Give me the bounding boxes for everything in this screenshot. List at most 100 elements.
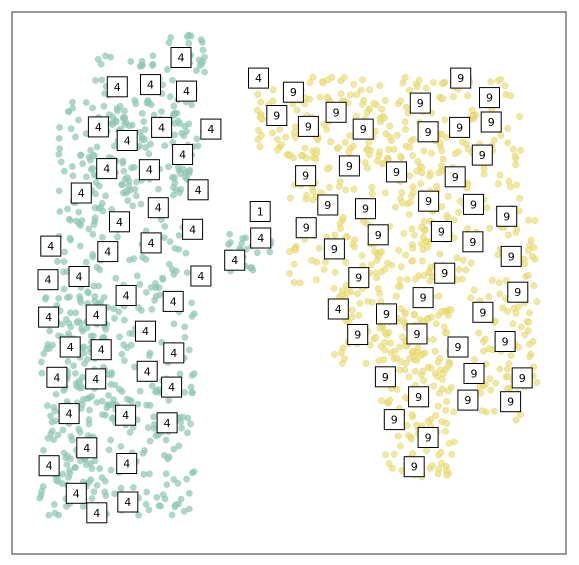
data-point-cluster-4: [119, 157, 127, 165]
data-point-cluster-4: [52, 476, 60, 484]
thumbnail-box: [323, 238, 345, 260]
data-point-cluster-9: [524, 327, 532, 335]
data-point-cluster-9: [454, 148, 462, 156]
data-point-cluster-4: [147, 140, 154, 148]
data-point-cluster-4: [176, 370, 184, 378]
data-point-cluster-4: [110, 305, 118, 313]
data-point-cluster-9: [293, 106, 301, 114]
data-point-cluster-9: [479, 407, 486, 415]
digit-thumbnail: 4: [68, 266, 90, 287]
data-point-cluster-4: [183, 33, 191, 40]
thumbnail-digit-label: 9: [355, 272, 362, 285]
thumbnail-digit-label: 9: [441, 267, 448, 280]
data-point-cluster-4: [141, 126, 149, 133]
data-point-cluster-9: [495, 279, 503, 287]
thumbnail-box: [224, 249, 246, 271]
data-point-cluster-4: [138, 57, 146, 65]
thumbnail-box: [406, 323, 428, 345]
data-point-cluster-4: [183, 429, 191, 437]
data-point-cluster-9: [291, 134, 299, 141]
data-point-cluster-9: [348, 313, 356, 321]
digit-thumbnail: 9: [295, 165, 317, 187]
data-point-cluster-4: [75, 425, 83, 433]
data-point-cluster-4: [162, 436, 170, 444]
data-point-cluster-9: [527, 236, 535, 244]
thumbnail-box: [85, 304, 107, 326]
data-point-cluster-4: [60, 167, 68, 175]
data-point-cluster-4: [190, 370, 198, 378]
data-point-cluster-9: [336, 178, 344, 186]
data-point-cluster-9: [297, 152, 305, 160]
data-point-cluster-4: [71, 463, 79, 471]
thumbnail-box: [447, 336, 469, 358]
data-point-cluster-4: [131, 186, 139, 193]
data-point-cluster-9: [469, 112, 476, 120]
data-point-cluster-4: [146, 437, 154, 445]
data-point-cluster-9: [350, 185, 358, 193]
data-point-cluster-9: [345, 148, 353, 156]
data-point-cluster-4: [120, 357, 128, 365]
data-point-cluster-4: [188, 312, 196, 320]
data-point-cluster-9: [380, 356, 388, 364]
thumbnail-digit-label: 9: [471, 368, 478, 381]
digit-thumbnail: 4: [96, 158, 118, 180]
data-point-cluster-4: [186, 166, 194, 174]
digit-thumbnail: 4: [182, 218, 204, 240]
thumbnail-digit-label: 1: [257, 206, 264, 219]
digit-thumbnail: 4: [147, 197, 169, 219]
thumbnail-digit-label: 4: [147, 79, 154, 92]
thumbnail-digit-label: 9: [302, 170, 309, 183]
data-point-cluster-4: [156, 291, 164, 299]
data-point-cluster-4: [183, 269, 191, 277]
data-point-cluster-4: [117, 443, 125, 450]
thumbnail-box: [187, 179, 209, 201]
thumbnail-digit-label: 4: [207, 123, 214, 136]
data-point-cluster-9: [420, 376, 428, 384]
thumbnail-digit-label: 4: [231, 254, 238, 267]
data-point-cluster-9: [512, 161, 520, 169]
data-point-cluster-9: [324, 76, 332, 84]
data-point-cluster-4: [266, 248, 274, 256]
data-point-cluster-4: [60, 258, 68, 266]
data-point-cluster-9: [443, 419, 451, 427]
data-point-cluster-9: [422, 237, 430, 245]
data-point-cluster-4: [190, 468, 198, 476]
data-point-cluster-4: [105, 446, 113, 454]
data-point-cluster-4: [60, 285, 68, 293]
data-point-cluster-9: [376, 82, 384, 90]
data-point-cluster-4: [98, 411, 106, 419]
data-point-cluster-4: [110, 396, 118, 404]
thumbnail-digit-label: 4: [335, 303, 342, 316]
data-point-cluster-4: [120, 341, 128, 349]
data-point-cluster-9: [445, 311, 453, 319]
data-point-cluster-9: [316, 93, 324, 101]
data-point-cluster-4: [67, 125, 75, 133]
data-point-cluster-4: [82, 258, 90, 266]
thumbnail-digit-label: 9: [470, 198, 477, 211]
data-point-cluster-4: [77, 319, 85, 327]
data-point-cluster-9: [420, 218, 428, 226]
digit-thumbnail: 4: [115, 404, 137, 426]
data-point-cluster-9: [301, 144, 309, 152]
data-point-cluster-9: [515, 303, 522, 311]
data-point-cluster-9: [350, 243, 358, 251]
data-point-cluster-9: [504, 139, 512, 147]
digit-thumbnail: 4: [116, 453, 138, 474]
data-point-cluster-9: [381, 338, 389, 346]
thumbnail-box: [176, 80, 197, 102]
data-point-cluster-9: [358, 252, 366, 260]
data-point-cluster-9: [439, 95, 447, 102]
data-point-cluster-4: [72, 309, 80, 317]
data-point-cluster-9: [342, 186, 350, 194]
digit-thumbnail: 9: [500, 245, 522, 267]
data-point-cluster-9: [481, 335, 489, 343]
thumbnail-digit-label: 4: [146, 164, 153, 177]
data-point-cluster-9: [517, 323, 525, 331]
data-point-cluster-9: [253, 106, 261, 114]
thumbnail-box: [109, 211, 130, 233]
data-point-cluster-9: [371, 247, 378, 255]
thumbnail-digit-label: 9: [425, 432, 432, 445]
data-point-cluster-9: [409, 244, 417, 252]
data-point-cluster-9: [312, 155, 320, 163]
